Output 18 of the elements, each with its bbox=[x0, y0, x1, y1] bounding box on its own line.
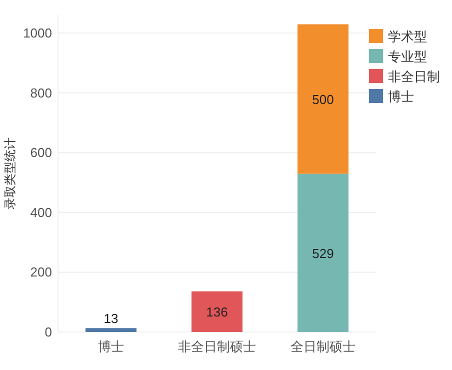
legend-label: 博士 bbox=[388, 89, 414, 104]
legend-label: 专业型 bbox=[388, 49, 427, 64]
y-axis-title: 录取类型统计 bbox=[3, 138, 17, 210]
y-tick-label: 400 bbox=[30, 204, 52, 220]
data-label: 500 bbox=[312, 92, 334, 108]
y-tick-label: 600 bbox=[30, 145, 52, 160]
y-tick-label: 1000 bbox=[23, 25, 52, 40]
legend-label: 非全日制 bbox=[388, 69, 440, 84]
x-tick-label: 非全日制硕士 bbox=[178, 339, 256, 354]
x-tick-label: 博士 bbox=[98, 339, 124, 354]
y-tick-label: 800 bbox=[30, 85, 52, 100]
data-label: 529 bbox=[312, 246, 334, 261]
y-tick-label: 200 bbox=[30, 264, 52, 280]
y-tick-label: 0 bbox=[44, 324, 52, 340]
data-label: 136 bbox=[206, 304, 228, 320]
legend-label: 学术型 bbox=[388, 29, 427, 44]
x-tick-label: 全日制硕士 bbox=[290, 339, 356, 354]
data-label: 13 bbox=[104, 311, 118, 326]
